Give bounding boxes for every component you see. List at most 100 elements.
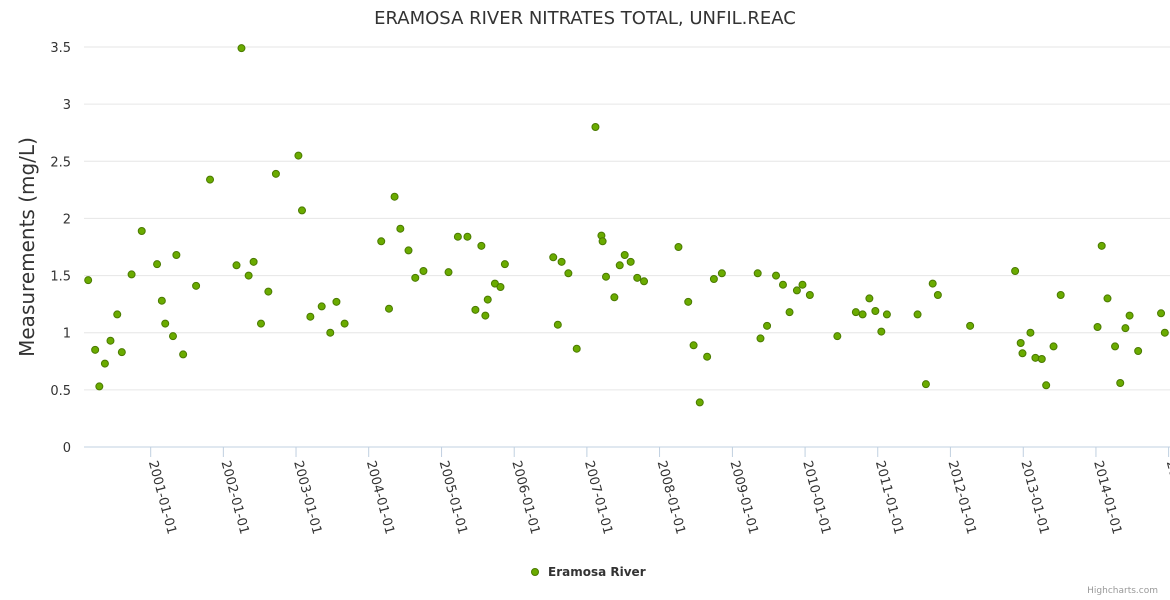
data-point[interactable] — [1157, 309, 1166, 318]
data-point[interactable] — [833, 332, 842, 341]
data-point[interactable] — [232, 261, 241, 270]
data-point[interactable] — [753, 269, 762, 278]
data-point[interactable] — [633, 273, 642, 282]
data-point[interactable] — [84, 276, 93, 285]
data-point[interactable] — [1121, 324, 1130, 333]
data-point[interactable] — [206, 175, 215, 184]
data-point[interactable] — [256, 319, 265, 328]
data-point[interactable] — [1125, 311, 1134, 320]
data-point[interactable] — [933, 291, 942, 299]
data-point[interactable] — [1056, 291, 1065, 299]
data-point[interactable] — [674, 243, 683, 251]
data-point[interactable] — [610, 293, 619, 302]
data-point[interactable] — [444, 268, 453, 277]
data-point[interactable] — [792, 286, 801, 295]
data-point[interactable] — [192, 281, 201, 290]
data-point[interactable] — [717, 269, 726, 278]
data-point[interactable] — [966, 321, 975, 330]
data-point[interactable] — [703, 352, 712, 361]
data-point[interactable] — [601, 272, 610, 281]
data-point[interactable] — [1016, 339, 1025, 347]
data-point[interactable] — [1011, 267, 1020, 275]
data-point[interactable] — [153, 260, 162, 269]
data-point[interactable] — [396, 224, 405, 233]
data-point[interactable] — [549, 253, 558, 262]
data-point[interactable] — [127, 270, 136, 279]
data-point[interactable] — [805, 291, 814, 299]
data-point[interactable] — [1049, 342, 1058, 351]
data-point[interactable] — [377, 237, 386, 246]
data-point[interactable] — [294, 151, 303, 160]
data-point[interactable] — [756, 334, 765, 343]
data-point[interactable] — [106, 336, 115, 345]
data-point[interactable] — [172, 251, 181, 259]
data-point[interactable] — [620, 251, 629, 259]
data-point[interactable] — [117, 348, 126, 357]
data-point[interactable] — [490, 279, 499, 288]
data-point[interactable] — [928, 279, 937, 288]
data-point[interactable] — [390, 192, 399, 201]
data-point[interactable] — [1160, 328, 1169, 337]
data-point[interactable] — [1037, 355, 1046, 363]
data-point[interactable] — [851, 308, 860, 317]
data-point[interactable] — [882, 310, 891, 319]
data-point[interactable] — [244, 271, 253, 280]
data-point[interactable] — [404, 246, 413, 255]
data-point[interactable] — [772, 271, 781, 280]
data-point[interactable] — [483, 295, 492, 304]
data-point[interactable] — [411, 273, 420, 282]
data-point[interactable] — [785, 308, 794, 317]
data-point[interactable] — [326, 328, 335, 337]
data-point[interactable] — [858, 310, 867, 319]
data-point[interactable] — [598, 237, 607, 246]
data-point[interactable] — [684, 297, 693, 306]
data-point[interactable] — [626, 257, 635, 266]
data-point[interactable] — [500, 260, 509, 269]
data-point[interactable] — [340, 319, 349, 328]
data-point[interactable] — [1103, 294, 1112, 303]
data-point[interactable] — [1134, 347, 1143, 355]
data-point[interactable] — [168, 332, 177, 341]
data-point[interactable] — [477, 241, 486, 250]
data-point[interactable] — [384, 304, 393, 313]
data-point[interactable] — [332, 297, 341, 306]
data-point[interactable] — [237, 44, 246, 53]
data-point[interactable] — [763, 321, 772, 330]
data-point[interactable] — [271, 169, 280, 178]
data-point[interactable] — [157, 296, 166, 305]
data-point[interactable] — [161, 319, 170, 328]
data-point[interactable] — [1116, 379, 1125, 387]
data-point[interactable] — [95, 382, 104, 391]
data-point[interactable] — [264, 287, 273, 296]
data-point[interactable] — [615, 261, 624, 270]
data-point[interactable] — [913, 310, 922, 319]
data-point[interactable] — [1111, 342, 1120, 351]
data-point[interactable] — [921, 380, 930, 389]
data-point[interactable] — [865, 294, 874, 303]
data-point[interactable] — [471, 305, 480, 314]
data-point[interactable] — [297, 206, 306, 215]
legend-label[interactable]: Eramosa River — [548, 565, 646, 579]
data-point[interactable] — [591, 123, 600, 131]
data-point[interactable] — [1018, 349, 1027, 358]
data-point[interactable] — [640, 277, 649, 286]
data-point[interactable] — [553, 320, 562, 329]
data-point[interactable] — [453, 232, 462, 241]
data-point[interactable] — [137, 227, 146, 235]
credits-link[interactable]: Highcharts.com — [1087, 586, 1158, 596]
data-point[interactable] — [1042, 381, 1051, 390]
data-point[interactable] — [564, 269, 573, 278]
data-point[interactable] — [871, 307, 880, 315]
data-point[interactable] — [572, 344, 581, 353]
data-point[interactable] — [463, 232, 472, 241]
data-point[interactable] — [249, 257, 258, 266]
data-point[interactable] — [695, 398, 704, 407]
data-point[interactable] — [100, 359, 109, 368]
data-point[interactable] — [778, 280, 787, 289]
data-point[interactable] — [179, 350, 188, 359]
scatter-points[interactable] — [84, 44, 1170, 407]
data-point[interactable] — [877, 327, 886, 336]
data-point[interactable] — [113, 310, 122, 319]
data-point[interactable] — [1093, 323, 1102, 331]
data-point[interactable] — [689, 341, 698, 350]
